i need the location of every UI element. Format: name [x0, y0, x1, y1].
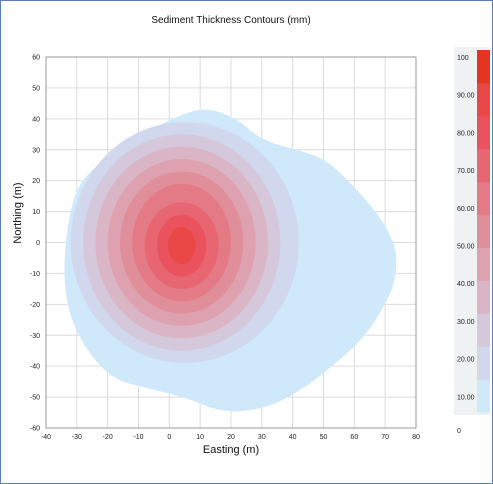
x-axis-label: Easting (m)	[203, 444, 259, 456]
colorbar-band-8	[477, 115, 490, 150]
colorbar-label-6: 40.00	[457, 281, 475, 288]
y-axis-label: Northing (m)	[12, 182, 24, 243]
x-tick-label-12: 80	[412, 434, 420, 441]
colorbar-label-8: 20.00	[457, 357, 475, 364]
colorbar-band-2	[477, 313, 490, 347]
x-tick-label-11: 70	[381, 434, 389, 441]
colorbar-label-4: 60.00	[457, 206, 475, 213]
y-tick-label-5: 10	[32, 209, 40, 216]
colorbar-band-1	[477, 346, 490, 380]
x-tick-label-6: 20	[227, 434, 235, 441]
colorbar-label-2: 80.00	[457, 130, 475, 137]
colorbar-label-1: 90.00	[457, 93, 475, 100]
colorbar-band-3	[477, 280, 490, 314]
y-tick-label-2: 40	[32, 116, 40, 123]
colorbar-band-0	[477, 379, 490, 413]
colorbar-label-9: 10.00	[457, 394, 475, 401]
y-tick-label-12: -60	[30, 426, 40, 433]
colorbar-label-10: 0	[457, 428, 461, 435]
colorbar-label-0: 100	[457, 55, 469, 62]
y-tick-label-1: 50	[32, 85, 40, 92]
plot-border	[45, 56, 417, 429]
y-tick-label-8: -20	[30, 302, 40, 309]
x-tick-label-0: -40	[41, 434, 51, 441]
x-tick-label-7: 30	[258, 434, 266, 441]
x-tick-labels: -40 -30 -20 -10 0 10 20 30 40 50 60 70 80	[41, 434, 420, 441]
x-tick-label-10: 60	[350, 434, 358, 441]
y-tick-label-7: -10	[30, 271, 40, 278]
colorbar-label-5: 50.00	[457, 244, 475, 251]
x-tick-label-4: 0	[167, 434, 171, 441]
colorbar-band-6	[477, 181, 490, 216]
colorbar-band-4	[477, 247, 490, 281]
y-tick-label-3: 30	[32, 147, 40, 154]
y-tick-label-10: -40	[30, 364, 40, 371]
plot-area-border	[45, 56, 417, 429]
colorbar-label-7: 30.00	[457, 319, 475, 326]
y-tick-label-6: 0	[36, 240, 40, 247]
y-tick-label-4: 20	[32, 178, 40, 185]
y-tick-label-11: -50	[30, 395, 40, 402]
chart-title: Sediment Thickness Contours (mm)	[151, 15, 310, 26]
colorbar-band-10	[477, 50, 490, 84]
colorbar-band-7	[477, 148, 490, 183]
x-tick-label-8: 40	[289, 434, 297, 441]
x-tick-label-3: -10	[133, 434, 143, 441]
y-tick-label-0: 60	[32, 55, 40, 62]
contour-fills	[64, 109, 397, 412]
x-tick-label-9: 50	[320, 434, 328, 441]
colorbar-band-9	[477, 82, 490, 117]
x-tick-label-5: 10	[196, 434, 204, 441]
y-tick-label-9: -30	[30, 333, 40, 340]
colorbar-label-3: 70.00	[457, 168, 475, 175]
contour-level-9	[167, 227, 196, 265]
x-tick-label-1: -30	[72, 434, 82, 441]
y-tick-labels: 60 50 40 30 20 10 0 -10 -20 -30 -40 -50 -60	[30, 55, 40, 433]
x-tick-label-2: -20	[103, 434, 113, 441]
colorbar-band-5	[477, 214, 490, 248]
colorbar: 100 90.00 80.00 70.00 60.00 50.00 40.00 30.00 20…	[454, 47, 490, 435]
